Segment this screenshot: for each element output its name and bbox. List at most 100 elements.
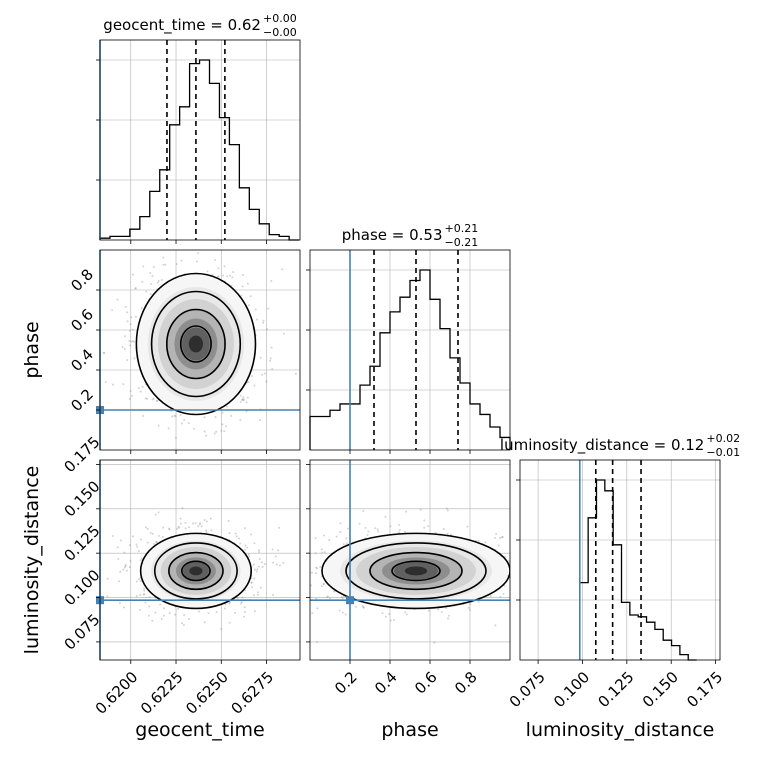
joint-phase-luminosity_distance-sample bbox=[326, 595, 329, 598]
joint-geocent_time-phase-sample bbox=[183, 244, 185, 246]
joint-phase-luminosity_distance-sample bbox=[315, 566, 318, 569]
title-sub-phase: −0.21 bbox=[445, 236, 479, 249]
joint-geocent_time-luminosity_distance-sample bbox=[111, 535, 114, 538]
ylabel-luminosity_distance: luminosity_distance bbox=[21, 466, 43, 655]
joint-geocent_time-phase-sample bbox=[245, 410, 248, 413]
joint-phase-luminosity_distance-sample bbox=[320, 551, 323, 554]
joint-geocent_time-luminosity_distance-sample bbox=[238, 537, 241, 540]
title-main-luminosity_distance: luminosity_distance = 0.12 bbox=[500, 436, 704, 455]
joint-phase-luminosity_distance-sample bbox=[322, 534, 325, 537]
joint-geocent_time-luminosity_distance-sample bbox=[282, 561, 285, 564]
joint-geocent_time-luminosity_distance-sample bbox=[261, 566, 264, 569]
joint-geocent_time-luminosity_distance-sample bbox=[153, 542, 156, 545]
joint-geocent_time-luminosity_distance-sample bbox=[278, 564, 281, 567]
title-main-geocent_time: geocent_time = 0.62 bbox=[103, 16, 261, 35]
joint-geocent_time-luminosity_distance-sample bbox=[129, 559, 132, 562]
joint-phase-luminosity_distance-sample bbox=[534, 554, 536, 556]
joint-geocent_time-phase-sample bbox=[247, 381, 250, 384]
joint-phase-luminosity_distance-sample bbox=[405, 510, 408, 513]
joint-phase-luminosity_distance-sample bbox=[332, 590, 335, 593]
joint-phase-luminosity_distance-sample bbox=[361, 604, 364, 607]
joint-geocent_time-phase-sample bbox=[225, 405, 228, 408]
xtick-label-geocent_time-2: 0.6250 bbox=[182, 668, 232, 718]
joint-geocent_time-luminosity_distance-sample bbox=[179, 517, 182, 520]
joint-phase-luminosity_distance-sample bbox=[547, 569, 549, 571]
joint-geocent_time-luminosity_distance-sample bbox=[119, 570, 122, 573]
hist-geocent_time-frame bbox=[99, 39, 301, 241]
joint-geocent_time-luminosity_distance-sample bbox=[119, 539, 122, 542]
joint-geocent_time-phase-sample bbox=[174, 436, 177, 439]
joint-geocent_time-luminosity_distance-sample bbox=[256, 568, 259, 571]
joint-phase-luminosity_distance-sample bbox=[339, 530, 342, 533]
joint-geocent_time-phase-sample bbox=[270, 279, 273, 282]
xlabel-phase: phase bbox=[381, 719, 438, 741]
joint-geocent_time-phase-sample bbox=[203, 430, 206, 433]
joint-geocent_time-phase-sample bbox=[104, 380, 107, 383]
hist-luminosity_distance-frame bbox=[519, 459, 721, 661]
joint-geocent_time-phase-sample bbox=[174, 415, 177, 418]
joint-geocent_time-luminosity_distance-sample bbox=[253, 610, 256, 613]
joint-geocent_time-phase-sample bbox=[266, 247, 268, 249]
joint-geocent_time-luminosity_distance-sample bbox=[257, 591, 260, 594]
xtick-label-phase-0: 0.2 bbox=[331, 668, 361, 698]
joint-geocent_time-luminosity_distance-sample bbox=[236, 597, 239, 600]
joint-phase-luminosity_distance-sample bbox=[556, 561, 558, 563]
joint-geocent_time-luminosity_distance-sample bbox=[253, 542, 256, 545]
joint-geocent_time-phase-sample bbox=[156, 281, 159, 284]
joint-geocent_time-phase-sample bbox=[144, 397, 147, 400]
joint-phase-luminosity_distance-sample bbox=[404, 530, 407, 533]
joint-geocent_time-luminosity_distance-sample bbox=[151, 532, 154, 535]
joint-geocent_time-luminosity_distance-sample bbox=[198, 523, 201, 526]
joint-phase-luminosity_distance-sample bbox=[384, 615, 387, 618]
joint-phase-luminosity_distance-sample bbox=[423, 526, 426, 529]
joint-geocent_time-phase-sample bbox=[124, 335, 127, 338]
joint-geocent_time-phase-contour-2 bbox=[150, 290, 242, 398]
joint-geocent_time-phase-sample bbox=[180, 259, 183, 262]
joint-geocent_time-luminosity_distance-sample bbox=[203, 621, 206, 624]
joint-geocent_time-phase-sample bbox=[167, 427, 170, 430]
ytick-label-phase-1: 0.4 bbox=[67, 345, 97, 375]
joint-geocent_time-phase-sample bbox=[157, 424, 160, 427]
joint-phase-luminosity_distance-sample bbox=[326, 596, 329, 599]
joint-geocent_time-phase-sample bbox=[156, 399, 159, 402]
joint-geocent_time-luminosity_distance-sample bbox=[278, 526, 281, 529]
joint-geocent_time-phase-sample bbox=[162, 263, 165, 266]
joint-phase-luminosity_distance-sample bbox=[507, 560, 510, 563]
joint-phase-luminosity_distance-sample bbox=[388, 612, 391, 615]
joint-geocent_time-luminosity_distance-sample bbox=[143, 587, 146, 590]
joint-phase-luminosity_distance-sample bbox=[494, 624, 497, 627]
joint-phase-luminosity_distance-sample bbox=[320, 548, 323, 551]
joint-phase-luminosity_distance-sample bbox=[341, 597, 344, 600]
joint-geocent_time-luminosity_distance-sample bbox=[243, 527, 246, 530]
joint-phase-luminosity_distance-sample bbox=[526, 574, 528, 576]
joint-geocent_time-phase-sample bbox=[214, 416, 217, 419]
joint-geocent_time-luminosity_distance-sample bbox=[176, 527, 179, 530]
joint-geocent_time-phase-sample bbox=[142, 265, 145, 268]
joint-phase-luminosity_distance-sample bbox=[320, 585, 323, 588]
joint-geocent_time-luminosity_distance-sample bbox=[256, 593, 259, 596]
joint-phase-luminosity_distance-sample bbox=[495, 533, 498, 536]
joint-phase-luminosity_distance-sample bbox=[246, 612, 248, 614]
joint-phase-luminosity_distance-sample bbox=[362, 606, 365, 609]
joint-geocent_time-luminosity_distance-sample bbox=[146, 527, 149, 530]
joint-geocent_time-luminosity_distance-sample bbox=[139, 580, 142, 583]
joint-geocent_time-phase-sample bbox=[145, 290, 148, 293]
joint-geocent_time-phase-sample bbox=[126, 320, 129, 323]
joint-geocent_time-phase-sample bbox=[151, 275, 154, 278]
joint-phase-luminosity_distance-density bbox=[246, 507, 558, 644]
joint-geocent_time-phase-sample bbox=[246, 282, 249, 285]
xtick-label-luminosity_distance-1: 0.100 bbox=[550, 668, 593, 711]
joint-geocent_time-phase-contour-3 bbox=[135, 272, 257, 416]
joint-geocent_time-luminosity_distance-sample bbox=[242, 615, 245, 618]
joint-geocent_time-phase-contour-0 bbox=[179, 325, 212, 363]
joint-phase-luminosity_distance-sample bbox=[342, 543, 345, 546]
joint-geocent_time-phase-sample bbox=[150, 283, 153, 286]
joint-geocent_time-luminosity_distance-sample bbox=[250, 581, 253, 584]
joint-geocent_time-phase-sample bbox=[267, 307, 270, 310]
joint-geocent_time-luminosity_distance-density bbox=[106, 507, 285, 631]
joint-phase-luminosity_distance-sample bbox=[319, 566, 322, 569]
joint-phase-luminosity_distance-sample bbox=[354, 605, 357, 608]
joint-geocent_time-phase-sample bbox=[130, 316, 133, 319]
joint-phase-luminosity_distance-sample bbox=[517, 557, 519, 559]
